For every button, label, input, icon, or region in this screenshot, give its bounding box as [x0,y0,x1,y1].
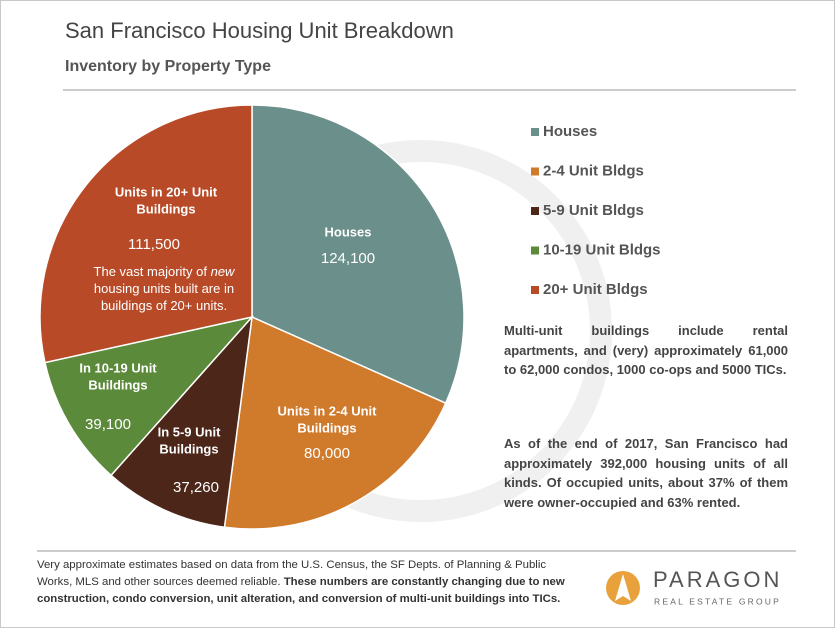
chart-title: San Francisco Housing Unit Breakdown [65,18,454,43]
slice-label: Units in 2-4 Unit [278,403,378,418]
slice-label: Houses [325,224,372,239]
slice-label: In 10-19 Unit [79,360,157,375]
pie-slice [223,315,447,530]
legend-swatch [531,286,539,294]
pie-slice [109,314,254,529]
annotation-text: housing units built are in buildings of … [93,281,235,313]
value-label: 37,260 [173,479,219,496]
legend-swatch [531,207,539,215]
logo-text: PARAGON [653,567,782,592]
logo-icon [615,574,631,601]
footnote-text: These numbers are constantly changing du… [37,576,565,605]
annotation: The vast majority of new housing units b… [79,263,249,314]
legend-swatch [531,167,539,176]
slice-label: Buildings [297,420,356,435]
slice-label: Buildings [136,201,195,216]
value-label: 111,500 [128,236,180,253]
note: Multi-unit buildings include rental apar… [504,323,788,377]
chart-subtitle: Inventory by Property Type [65,58,271,75]
pie-slice [44,315,255,477]
slice-label: In 5-9 Unit [158,424,222,439]
note: As of the end of 2017, San Francisco had… [504,436,788,510]
legend-swatch [531,128,539,136]
value-label: 39,100 [85,416,131,433]
annotation-text: new [210,264,235,279]
annotation-text: The vast majority of [93,264,211,279]
legend-label: 5-9 Unit Bldgs [543,202,644,219]
slice-label: Units in 20+ Unit [115,184,218,199]
slice-label: Buildings [88,377,147,392]
value-label: 80,000 [304,445,350,462]
legend-label: Houses [543,123,597,140]
legend-label: 20+ Unit Bldgs [543,281,648,298]
footnote: Very approximate estimates based on data… [37,557,582,608]
pie-slice [251,104,465,405]
slice-label: Buildings [159,441,218,456]
footnote-text: Very approximate estimates based on data… [37,559,547,588]
logo-subtext: REAL ESTATE GROUP [654,596,781,606]
legend-label: 2-4 Unit Bldgs [543,162,644,179]
value-label: 124,100 [321,250,375,267]
legend-swatch [531,246,539,255]
pie-slice [39,104,253,364]
legend-label: 10-19 Unit Bldgs [543,241,661,258]
